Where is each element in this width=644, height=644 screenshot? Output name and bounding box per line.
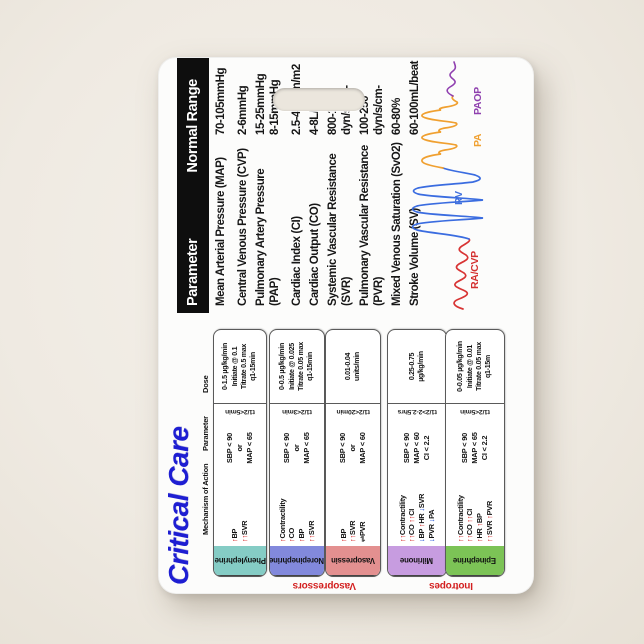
- mechanism-cell: ↑BP ↑↑SVR: [230, 520, 249, 542]
- drug-row-norepinephrine: Norepinephrine ↑Contractility ↑CO ↑BP ↑↑SVR S…: [269, 329, 325, 577]
- hemo-normal-range-value: 60-80%: [391, 98, 403, 135]
- hemo-parameter-name: (SVR): [341, 276, 353, 306]
- parameter-cell: SBP < 90 or MAP < 65: [225, 432, 254, 464]
- hemo-parameter-name: (PVR): [373, 276, 385, 306]
- half-life-cell: t1/2<20min: [336, 408, 370, 415]
- waveform-label-paop: PAOP: [472, 87, 484, 115]
- dose-cell: 0.25-0.75 µg/kg/min: [388, 330, 446, 404]
- waveform-label-ra-cvp: RA/CVP: [469, 251, 481, 289]
- parameter-cell: SBP < 90 or MAP < 65: [282, 432, 311, 464]
- hemo-normal-range-value: 2-6mmHg: [237, 85, 249, 135]
- half-life-cell: t1/2>2-2.5hrs: [397, 408, 437, 415]
- group-label-inotropes: Inotropes: [429, 580, 473, 591]
- dose-cell: 0-0.5 µg/kg/min Initiate @ 0.025 Titrate 0…: [270, 330, 324, 404]
- dose-cell: 0-0.05 µg/kg/min Initiate @ 0.01 Titrate 0…: [446, 330, 504, 404]
- waveform-paop-trace: [446, 61, 457, 97]
- waveform-label-pa: PA: [472, 133, 484, 147]
- drug-name-cell: Phenylephrine: [214, 546, 266, 576]
- hemodynamics-header-bar: Parameter Normal Range: [177, 58, 209, 313]
- pa-catheter-waveform: [411, 61, 484, 310]
- dose-cell: 0-1.5 µg/kg/min Initiate @ 0.1 Titrate 0.5…: [214, 330, 266, 404]
- drug-name-cell: Milrinone: [388, 546, 446, 576]
- mechanism-cell: ↑Contractility ↑CO ↑BP ↑↑SVR: [277, 498, 316, 542]
- hemo-parameter-name: Cardiac Output (CO): [309, 203, 321, 306]
- hemo-normal-range-value: 15-25mmHg: [255, 73, 267, 135]
- badge-printed-content: Critical Care Mechanism of Action Parame…: [159, 58, 533, 593]
- drug-table-header-mechanism: Mechanism of Action: [201, 463, 210, 535]
- parameter-cell: SBP < 90 MAP < 60 CI < 2.2: [402, 432, 431, 464]
- hemo-header-parameter: Parameter: [185, 238, 201, 306]
- hemo-parameter-name: Pulmonary Vascular Resistance: [359, 145, 371, 306]
- hemo-parameter-name: Pulmonary Artery Pressure: [255, 168, 267, 306]
- waveform-label-rv: RV: [453, 191, 465, 205]
- hemo-header-normal-range: Normal Range: [185, 79, 201, 173]
- hemo-parameter-name: Cardiac Index (CI): [291, 216, 303, 306]
- parameter-cell: SBP < 90 or MAP < 60: [338, 432, 367, 464]
- mechanism-cell: ↑↑Contractility ↑↑CO ↑↑CI ↑HR ↑BP ↑↑SVR ↑PV…: [455, 495, 494, 542]
- drug-table-header-parameter: Parameter: [201, 416, 210, 451]
- group-label-vasopressors: Vasopressors: [292, 580, 356, 591]
- mechanism-cell: ↑BP ↑↑SVR ⇌PVR: [338, 520, 367, 542]
- hemo-parameter-name: Mean Arterial Pressure (MAP): [215, 157, 227, 306]
- hemo-parameter-name: (PAP): [269, 277, 281, 306]
- drug-name-cell: Epinephrine: [446, 546, 504, 576]
- parameter-cell: SBP < 90 MAP < 65 CI < 2.2: [460, 432, 489, 464]
- page-title: Critical Care: [163, 426, 194, 585]
- waveform-pa-trace: [421, 95, 459, 169]
- waveform-ra-cvp-trace: [453, 238, 471, 310]
- half-life-cell: t1/2<3min: [282, 408, 312, 415]
- badge-slot-hole: [273, 88, 365, 111]
- drug-row-vasopressin: Vasopressin ↑BP ↑↑SVR ⇌PVR SBP < 90 or MAP < 6…: [325, 329, 381, 577]
- half-life-cell: t1/2<5min: [460, 408, 490, 415]
- reference-badge-card: Critical Care Mechanism of Action Parame…: [158, 57, 534, 594]
- hemo-parameter-name: Systemic Vascular Resistance: [327, 153, 339, 306]
- half-life-cell: t1/2<5min: [225, 408, 255, 415]
- mechanism-cell: ↑↑Contractility ↑↑CO ↑↑CI ↓BP ↑HR ↓SVR ↓PVR…: [397, 493, 436, 542]
- hemo-normal-range-value: dyn/s/cm-: [373, 85, 385, 135]
- waveform-rv-trace: [411, 167, 484, 240]
- dose-cell: 0.01-0.04 units/min: [326, 330, 380, 404]
- drug-row-epinephrine: Epinephrine ↑↑Contractility ↑↑CO ↑↑CI ↑HR ↑…: [445, 329, 505, 577]
- drug-name-cell: Vasopressin: [326, 546, 380, 576]
- drug-row-phenylephrine: Phenylephrine ↑BP ↑↑SVR SBP < 90 or MAP < 65 t…: [213, 329, 267, 577]
- hemo-parameter-name: Mixed Venous Saturation (SvO2): [391, 142, 403, 306]
- drug-table-header-dose: Dose: [201, 375, 210, 393]
- drug-row-milrinone: Milrinone ↑↑Contractility ↑↑CO ↑↑CI ↓BP ↑HR…: [387, 329, 447, 577]
- drug-name-cell: Norepinephrine: [270, 546, 324, 576]
- hemo-parameter-name: Central Venous Pressure (CVP): [237, 148, 249, 306]
- hemo-normal-range-value: 70-105mmHg: [215, 67, 227, 135]
